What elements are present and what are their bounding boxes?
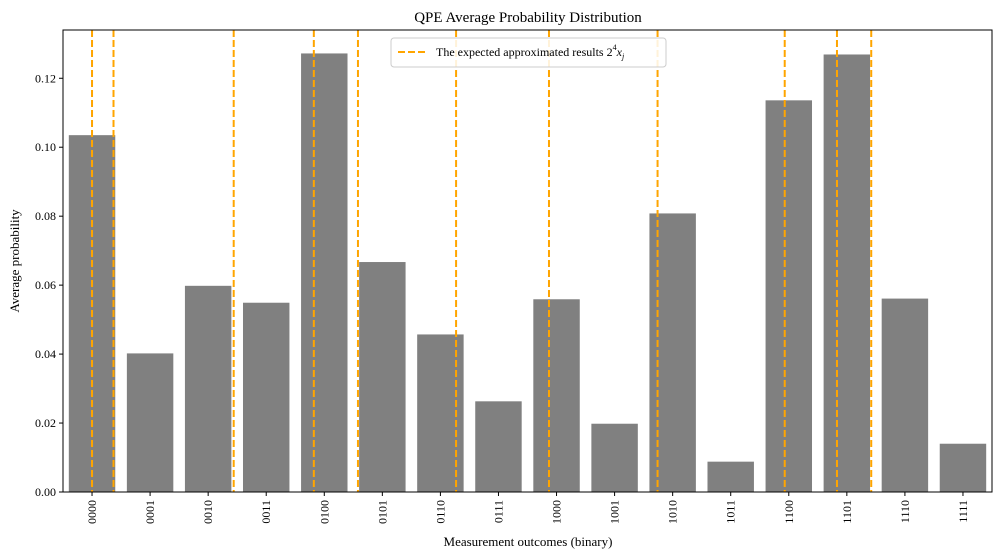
bar-0010 <box>184 285 232 492</box>
expected-lines-group <box>91 30 873 492</box>
x-tick-label-0100: 0100 <box>317 500 331 524</box>
bar-0101 <box>359 262 406 492</box>
bar-1110 <box>881 298 929 492</box>
y-tick-label-2: 0.04 <box>35 347 56 361</box>
legend-label-exp: 4 <box>613 43 617 52</box>
bar-1011 <box>707 461 754 492</box>
x-tick-label-0000: 0000 <box>85 500 99 524</box>
bar-0100 <box>301 53 348 492</box>
chart-title: QPE Average Probability Distribution <box>414 10 642 26</box>
bars-group <box>68 53 987 493</box>
plot-frame <box>62 29 993 493</box>
legend-label-text: The expected approximated results <box>436 45 607 59</box>
x-tick-label-1000: 1000 <box>550 500 564 524</box>
legend-box <box>390 37 667 68</box>
bar-1000 <box>533 299 580 492</box>
x-tick-label-0011: 0011 <box>259 500 273 524</box>
x-axis-label: Measurement outcomes (binary) <box>444 534 613 549</box>
y-tick-label-1: 0.02 <box>35 416 56 430</box>
y-tick-label-4: 0.08 <box>35 209 56 223</box>
bar-1001 <box>591 423 638 492</box>
y-tick-label-0: 0.00 <box>35 485 56 499</box>
x-tick-label-1011: 1011 <box>724 500 738 524</box>
bar-1101 <box>823 54 871 492</box>
bar-1100 <box>765 100 813 492</box>
y-tick-label-5: 0.10 <box>35 140 56 154</box>
bar-1111 <box>939 443 987 492</box>
bar-1010 <box>649 213 696 493</box>
x-tick-label-1001: 1001 <box>608 500 622 524</box>
y-tick-label-3: 0.06 <box>35 278 56 292</box>
legend-label: The expected approximated results 24xj <box>436 43 625 61</box>
legend-label-sub: j <box>621 52 625 61</box>
legend: The expected approximated results 24xj <box>390 37 667 68</box>
x-tick-label-0110: 0110 <box>433 500 447 524</box>
x-tick-label-0111: 0111 <box>491 500 505 523</box>
y-axis-label: Average probability <box>7 209 22 313</box>
legend-label-base: 2 <box>607 45 613 59</box>
x-tick-label-0010: 0010 <box>201 500 215 524</box>
x-tick-label-1100: 1100 <box>782 500 796 524</box>
x-tick-label-1010: 1010 <box>666 500 680 524</box>
x-tick-label-1110: 1110 <box>898 500 912 523</box>
x-tick-label-0001: 0001 <box>143 500 157 524</box>
y-tick-label-6: 0.12 <box>35 71 56 85</box>
legend-label-var: x <box>616 45 623 59</box>
bar-0011 <box>242 302 290 492</box>
x-axis: 0000 0001 0010 0011 0100 0101 0110 0111 1000 1001… <box>85 492 970 524</box>
bar-0001 <box>126 353 174 492</box>
bar-0111 <box>475 401 522 492</box>
x-tick-label-0101: 0101 <box>375 500 389 524</box>
y-axis: 0.00 0.02 0.04 0.06 0.08 0.10 0.12 <box>35 71 63 499</box>
x-tick-label-1101: 1101 <box>840 500 854 524</box>
x-tick-label-1111: 1111 <box>956 500 970 523</box>
